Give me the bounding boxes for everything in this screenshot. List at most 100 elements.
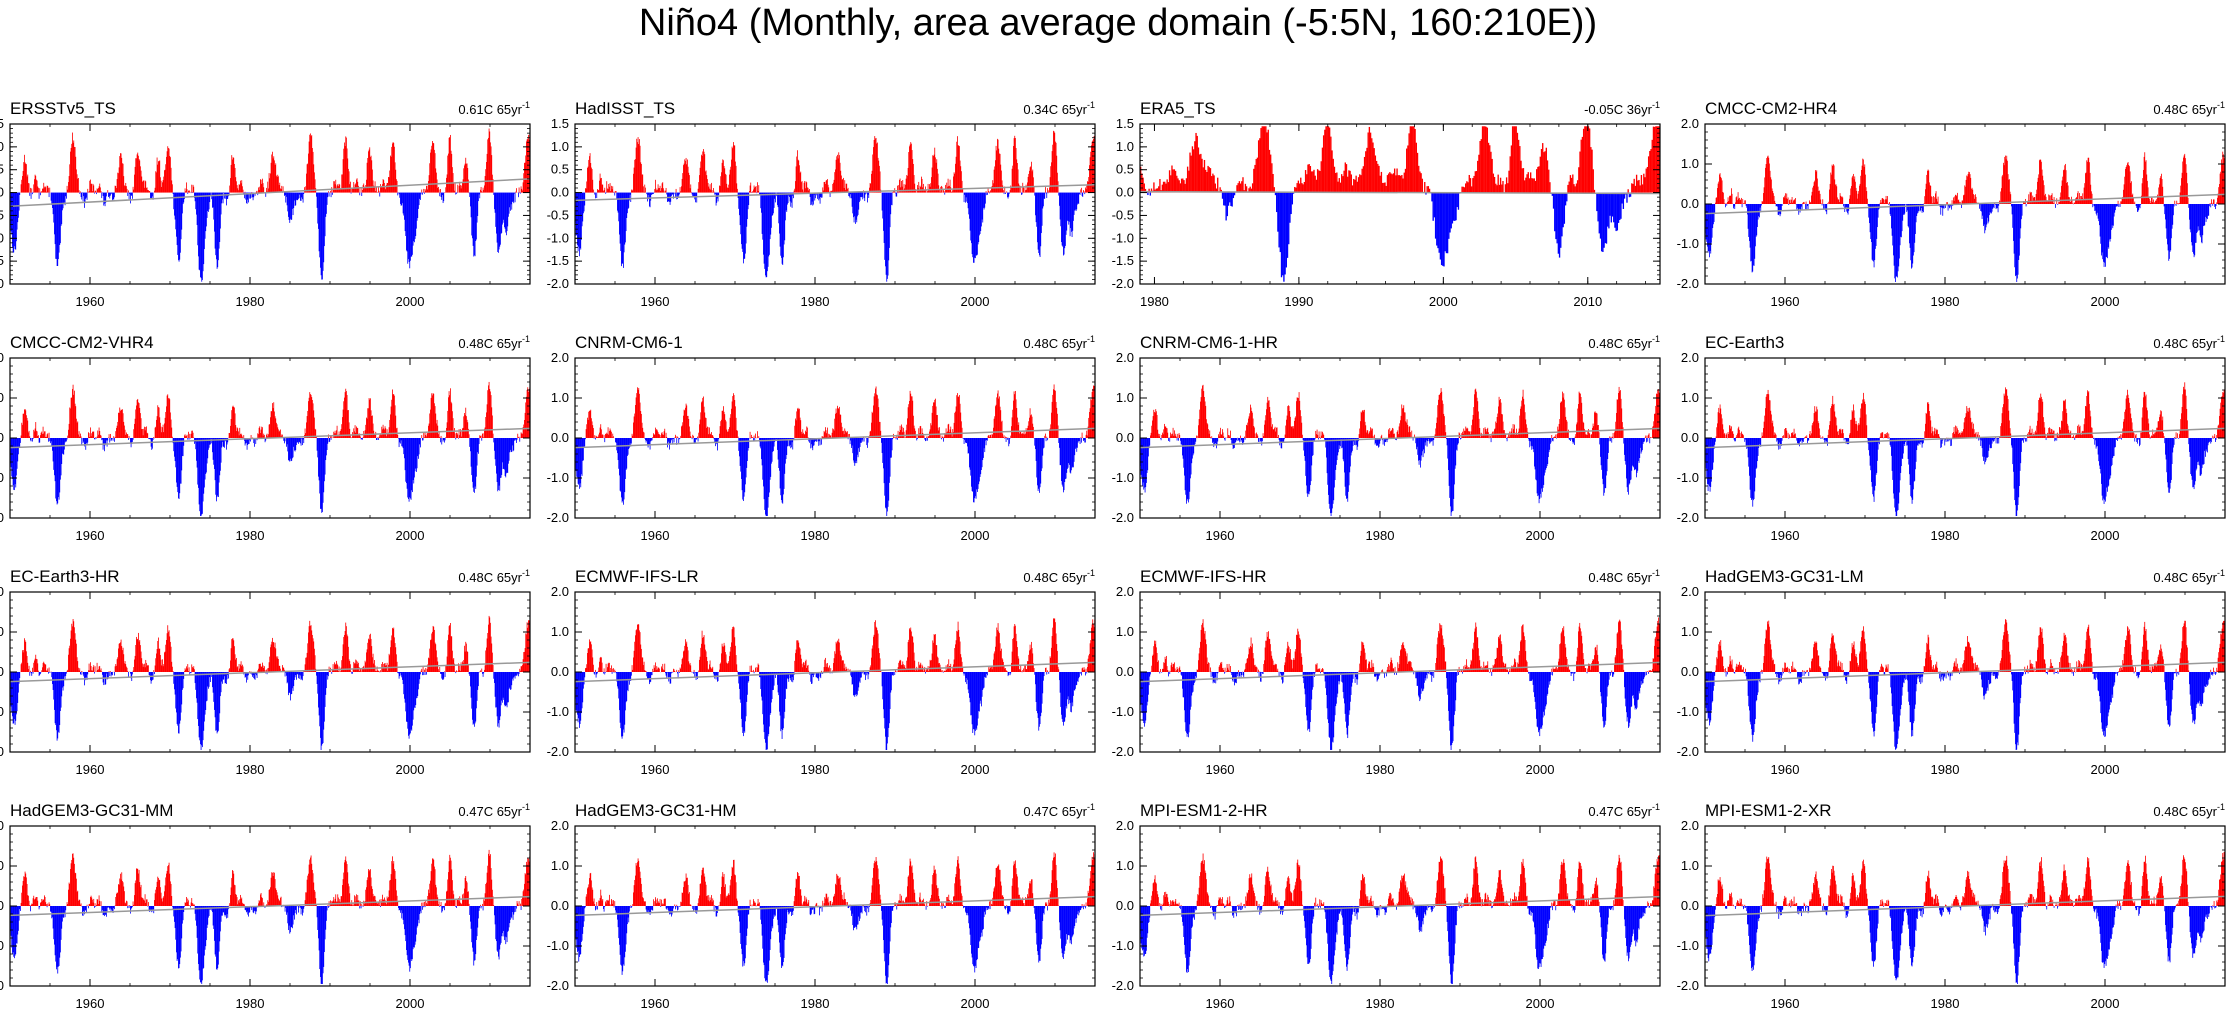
data-bar bbox=[637, 387, 638, 438]
data-bar bbox=[324, 192, 326, 237]
data-bar bbox=[577, 438, 579, 484]
data-bar bbox=[32, 438, 34, 439]
data-bar bbox=[2101, 204, 2103, 253]
data-bar bbox=[1473, 175, 1475, 193]
data-bar bbox=[159, 417, 161, 438]
y-tick-label: -2.0 bbox=[547, 276, 569, 291]
data-bar bbox=[1957, 200, 1959, 204]
data-bar bbox=[81, 192, 83, 200]
data-bar bbox=[45, 187, 47, 193]
data-bar bbox=[1933, 202, 1935, 204]
data-bar bbox=[763, 192, 764, 255]
data-bar bbox=[859, 438, 860, 452]
data-bar bbox=[13, 438, 15, 490]
data-bar bbox=[158, 407, 159, 438]
data-bar bbox=[2034, 197, 2036, 204]
data-bar bbox=[719, 426, 721, 438]
data-bar bbox=[336, 187, 337, 193]
data-bar bbox=[154, 187, 156, 193]
data-bar bbox=[645, 438, 647, 443]
data-bar bbox=[1786, 193, 1788, 204]
data-bar bbox=[114, 437, 116, 438]
data-bar bbox=[440, 192, 442, 198]
data-bar bbox=[1898, 204, 1900, 267]
data-bar bbox=[1926, 174, 1928, 204]
data-bar bbox=[1753, 204, 1754, 266]
data-bar bbox=[217, 192, 219, 268]
data-bar bbox=[621, 192, 622, 267]
data-bar bbox=[776, 438, 778, 441]
data-bar bbox=[633, 173, 634, 193]
data-bar bbox=[404, 192, 405, 220]
data-bar bbox=[213, 438, 215, 465]
data-bar bbox=[1912, 204, 1914, 264]
data-bar bbox=[969, 192, 971, 231]
data-bar bbox=[521, 433, 523, 438]
data-bar bbox=[1009, 438, 1010, 444]
data-bar bbox=[132, 186, 134, 193]
data-bar bbox=[418, 438, 419, 459]
data-bar bbox=[344, 142, 345, 193]
data-bar bbox=[1170, 175, 1172, 193]
data-bar bbox=[605, 192, 606, 194]
data-bar bbox=[30, 438, 31, 441]
data-bar bbox=[145, 181, 147, 193]
data-bar bbox=[1248, 188, 1250, 193]
data-bar bbox=[1007, 192, 1008, 198]
data-bar bbox=[733, 145, 735, 193]
data-bar bbox=[2051, 193, 2053, 204]
data-bar bbox=[672, 192, 674, 195]
data-bar bbox=[1086, 185, 1088, 193]
data-bar bbox=[106, 438, 108, 447]
data-bar bbox=[885, 192, 887, 275]
data-bar bbox=[310, 136, 312, 193]
trend-label: -0.05C 36yr-1 bbox=[1584, 100, 1660, 117]
data-bar bbox=[352, 434, 354, 438]
data-bar bbox=[235, 177, 237, 193]
data-bar bbox=[455, 438, 457, 440]
data-bar bbox=[1063, 192, 1064, 256]
data-bar bbox=[593, 428, 594, 438]
data-bar bbox=[2101, 204, 2102, 256]
data-bar bbox=[51, 438, 53, 447]
data-bar bbox=[33, 429, 35, 438]
data-bar bbox=[1031, 414, 1032, 438]
data-bar bbox=[803, 182, 805, 193]
data-bar bbox=[188, 190, 190, 193]
data-bar bbox=[647, 438, 648, 446]
data-bar bbox=[600, 178, 602, 193]
data-bar bbox=[1378, 165, 1380, 193]
data-bar bbox=[48, 432, 50, 438]
data-bar bbox=[1200, 153, 1202, 193]
data-bar bbox=[1561, 192, 1563, 237]
data-bar bbox=[764, 438, 766, 510]
data-bar bbox=[2048, 194, 2050, 204]
data-bar bbox=[951, 436, 953, 438]
data-bar bbox=[308, 401, 309, 438]
data-bar bbox=[296, 438, 298, 443]
x-tick-label: 1980 bbox=[801, 294, 830, 309]
data-bar bbox=[502, 192, 503, 225]
data-bar bbox=[1291, 192, 1294, 205]
data-bar bbox=[971, 192, 973, 255]
data-bar bbox=[448, 391, 450, 438]
data-bar bbox=[967, 438, 969, 454]
data-bar bbox=[476, 192, 477, 240]
data-bar bbox=[919, 185, 921, 193]
data-bar bbox=[1025, 190, 1026, 193]
data-bar bbox=[1074, 438, 1076, 456]
data-bar bbox=[37, 186, 39, 193]
data-bar bbox=[979, 192, 981, 234]
data-bar bbox=[1861, 165, 1863, 204]
data-bar bbox=[1041, 192, 1043, 226]
data-bar bbox=[1793, 200, 1794, 204]
data-bar bbox=[59, 192, 61, 245]
data-bar bbox=[1523, 180, 1526, 193]
data-bar bbox=[310, 394, 312, 438]
data-bar bbox=[962, 188, 964, 193]
data-bar bbox=[1349, 170, 1351, 193]
data-bar bbox=[219, 438, 221, 476]
data-bar bbox=[1628, 192, 1631, 198]
data-bar bbox=[446, 177, 447, 193]
data-bar bbox=[68, 423, 70, 438]
